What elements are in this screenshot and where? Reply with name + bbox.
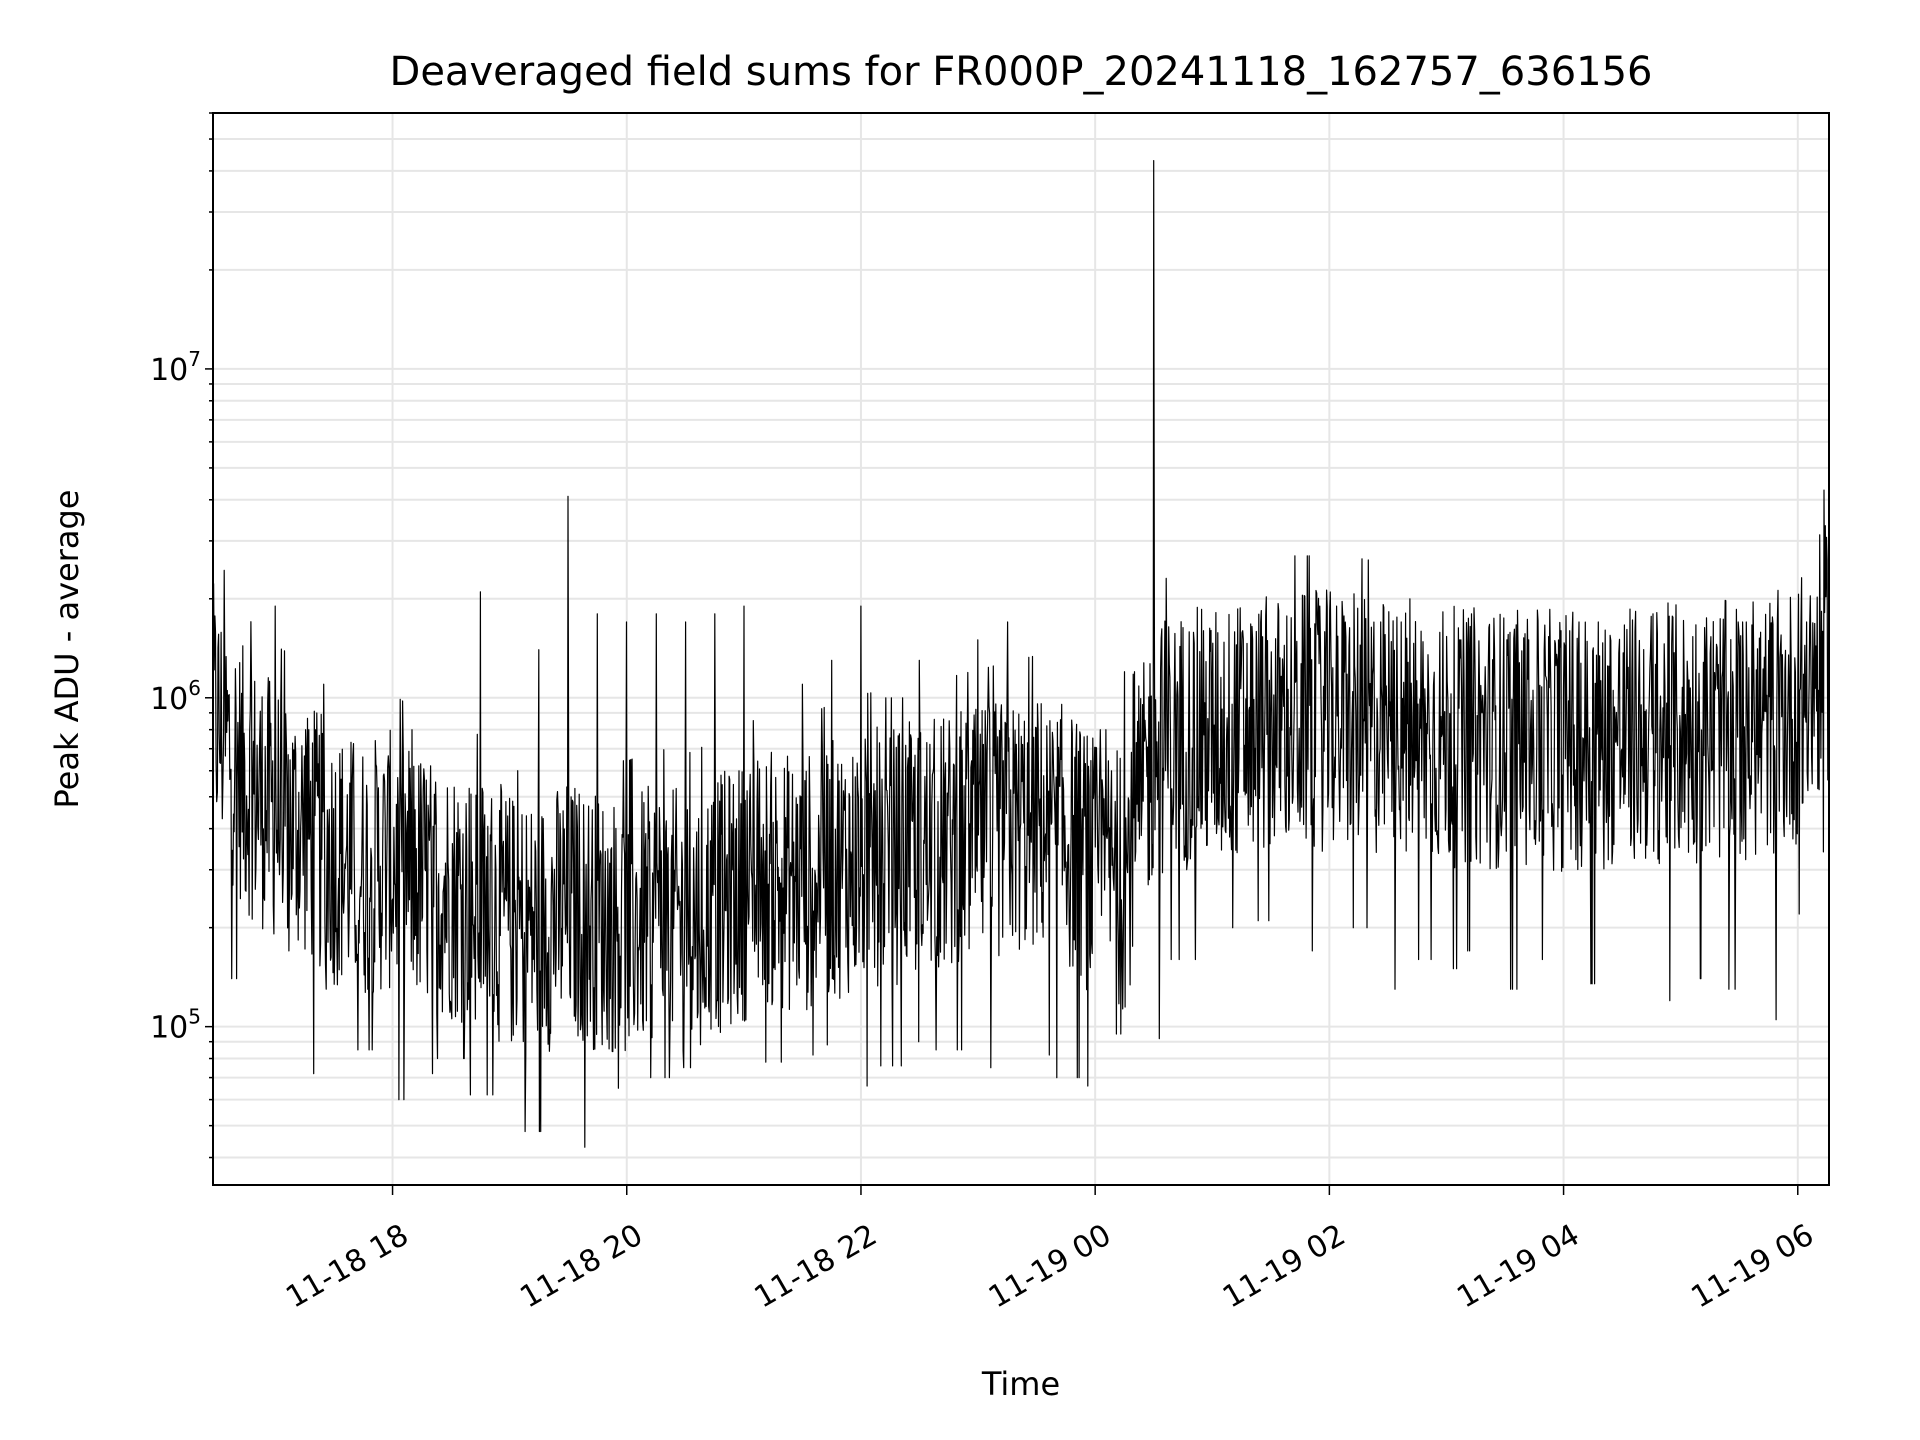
y-tick-label: 105 bbox=[150, 1005, 201, 1046]
y-tick-label: 107 bbox=[150, 347, 201, 388]
series-line-path bbox=[212, 160, 1830, 1148]
plot-frame bbox=[212, 112, 1830, 1186]
y-tick-label: 106 bbox=[150, 676, 201, 717]
y-axis-label: Peak ADU - average bbox=[48, 490, 86, 809]
chart-title: Deaveraged field sums for FR000P_2024111… bbox=[390, 49, 1653, 95]
series-line bbox=[212, 160, 1830, 1148]
x-axis-label: Time bbox=[981, 1365, 1060, 1403]
